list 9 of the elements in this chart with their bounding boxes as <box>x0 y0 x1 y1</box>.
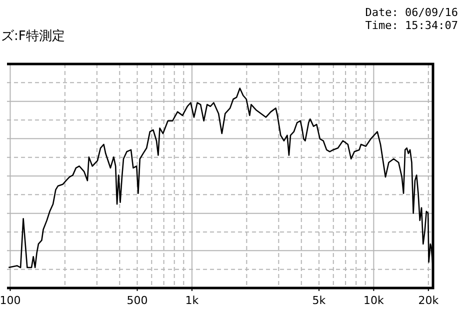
chart-title: ズ:F特測定 <box>1 29 65 44</box>
x-tick-label: 10k <box>364 294 385 307</box>
x-tick-label: 5k <box>312 294 326 307</box>
text: Time: 15:34:07 <box>365 19 458 32</box>
text: Date: 06/09/16 <box>365 6 458 19</box>
x-tick-label: 20k <box>418 294 440 307</box>
x-tick-label: 100 <box>0 294 21 307</box>
x-tick-label: 500 <box>126 294 148 307</box>
x-tick-label: 1k <box>185 294 200 307</box>
